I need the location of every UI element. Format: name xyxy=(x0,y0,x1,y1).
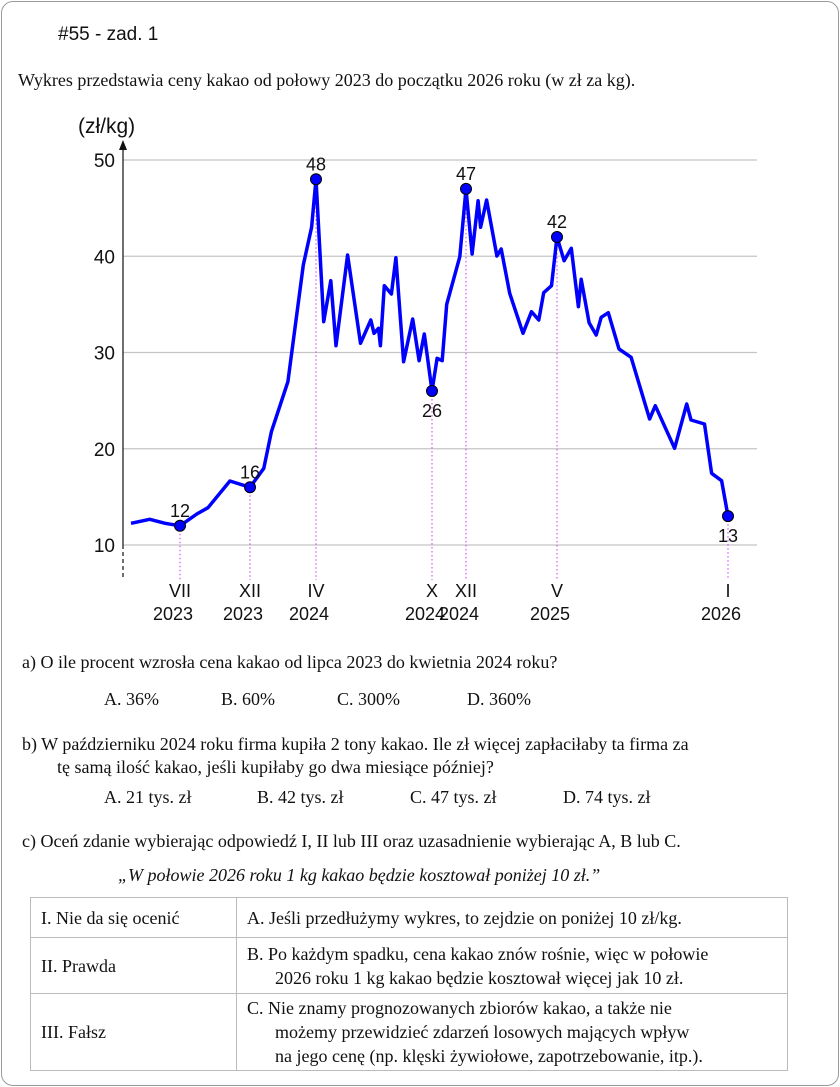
x-tick-month: VII xyxy=(169,581,191,601)
x-tick-month: XII xyxy=(455,581,477,601)
x-tick-year: 2024 xyxy=(289,604,329,624)
x-tick-year: 2025 xyxy=(530,604,570,624)
reason-line: C. Nie znamy prognozowanych zbiorów kaka… xyxy=(247,998,672,1018)
x-tick-year: 2023 xyxy=(223,604,263,624)
reason-line: A. Jeśli przedłużymy wykres, to zejdzie … xyxy=(247,907,682,928)
x-tick-year: 2023 xyxy=(153,604,193,624)
answer-II[interactable]: II. Prawda xyxy=(30,937,237,994)
highlight-point xyxy=(174,519,186,532)
question-b-prompt-line1: b) W październiku 2024 roku firma kupiła… xyxy=(22,734,689,754)
y-axis-arrow-icon xyxy=(119,140,127,150)
x-tick-month: X xyxy=(426,581,438,601)
point-label: 48 xyxy=(306,154,326,174)
point-label: 12 xyxy=(170,501,190,521)
x-tick-year: 2024 xyxy=(405,604,445,624)
x-tick-month: XII xyxy=(239,581,261,601)
point-label: 42 xyxy=(547,212,567,232)
option-a-D[interactable]: D. 360% xyxy=(467,689,531,709)
reason-B[interactable]: B. Po każdym spadku, cena kakao znów roś… xyxy=(236,937,788,994)
reason-A[interactable]: A. Jeśli przedłużymy wykres, to zejdzie … xyxy=(236,897,788,938)
y-tick-label: 10 xyxy=(94,536,115,557)
reason-line: na jego cenę (np. klęski żywiołowe, zapo… xyxy=(275,1046,703,1066)
answer-III[interactable]: III. Fałsz xyxy=(30,993,237,1071)
y-tick-label: 50 xyxy=(94,151,115,172)
x-tick-month: IV xyxy=(307,581,324,601)
option-b-C[interactable]: C. 47 tys. zł xyxy=(410,787,497,807)
option-a-C[interactable]: C. 300% xyxy=(337,689,400,709)
x-tick-month: V xyxy=(551,581,563,601)
intro-text: Wykres przedstawia ceny kakao od połowy … xyxy=(18,70,636,90)
reason-C[interactable]: C. Nie znamy prognozowanych zbiorów kaka… xyxy=(236,993,788,1071)
point-label: 26 xyxy=(422,401,442,421)
highlight-point xyxy=(722,510,734,523)
option-a-B[interactable]: B. 60% xyxy=(221,689,275,709)
highlight-point xyxy=(551,231,563,243)
reason-line: 2026 roku 1 kg kakao będzie kosztował wi… xyxy=(275,967,684,988)
table-row: III. Fałsz C. Nie znamy prognozowanych z… xyxy=(30,993,788,1071)
highlight-point xyxy=(460,182,472,195)
reason-line: możemy przewidzieć zdarzeń losowych mają… xyxy=(275,1022,690,1042)
question-c-quote: „W połowie 2026 roku 1 kg kakao będzie k… xyxy=(118,865,601,885)
point-label: 13 xyxy=(718,526,738,546)
option-b-B[interactable]: B. 42 tys. zł xyxy=(257,787,344,807)
table-row: II. Prawda B. Po każdym spadku, cena kak… xyxy=(30,937,788,994)
highlight-point xyxy=(310,173,322,186)
question-a-prompt: a) O ile procent wzrosła cena kakao od l… xyxy=(22,652,558,672)
option-b-A[interactable]: A. 21 tys. zł xyxy=(104,787,192,807)
point-label: 16 xyxy=(240,462,260,482)
point-label: 47 xyxy=(456,164,476,184)
answer-table: I. Nie da się ocenić A. Jeśli przedłużym… xyxy=(30,897,788,1071)
y-tick-label: 20 xyxy=(94,440,115,461)
y-axis-label: (zł/kg) xyxy=(78,115,135,138)
x-tick-year: 2026 xyxy=(701,604,741,624)
answer-I[interactable]: I. Nie da się ocenić xyxy=(30,897,237,938)
exercise-title: #55 - zad. 1 xyxy=(58,24,159,45)
y-tick-label: 40 xyxy=(94,247,115,268)
question-c-prompt: c) Oceń zdanie wybierając odpowiedź I, I… xyxy=(22,831,681,851)
option-b-D[interactable]: D. 74 tys. zł xyxy=(563,787,651,807)
table-row: I. Nie da się ocenić A. Jeśli przedłużym… xyxy=(30,897,788,938)
highlight-point xyxy=(244,481,256,494)
y-tick-label: 30 xyxy=(94,344,115,365)
reason-line: B. Po każdym spadku, cena kakao znów roś… xyxy=(247,943,709,964)
option-a-A[interactable]: A. 36% xyxy=(104,689,159,709)
question-b-prompt-line2: tę samą ilość kakao, jeśli kupiłaby go d… xyxy=(57,757,494,777)
x-tick-year: 2024 xyxy=(439,604,479,624)
highlight-point xyxy=(426,385,438,397)
price-chart: 1020304050VII2023XII2023IV2024X2024XII20… xyxy=(78,115,757,624)
x-tick-month: I xyxy=(725,581,730,601)
price-line xyxy=(130,177,730,528)
